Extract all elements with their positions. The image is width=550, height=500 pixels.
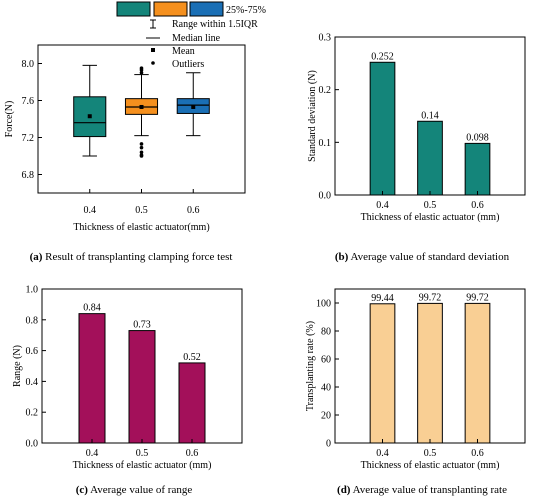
chart-caption: (b) Average value of standard deviation [335,251,510,263]
y-axis-title: Force(N) [4,101,15,138]
caption-letter: (b) [335,251,349,263]
bar [464,302,491,444]
legend-outlier-icon [151,61,155,65]
y-tick-label: 0.8 [26,315,39,326]
bar [417,302,443,444]
legend-box-label: 25%-75% [226,5,266,16]
x-tick-label: 0.6 [471,448,484,459]
x-tick-label: 0.4 [84,205,97,216]
bar-value-label: 99.44 [371,293,394,304]
x-axis-title: Thickness of elastic actuator (mm) [73,460,212,471]
bar-value-label: 99.72 [466,292,489,303]
chart-caption: (d) Average value of transplanting rate [337,484,507,496]
outlier-point [139,150,144,155]
x-axis-title: Thickness of elastic actuator (mm) [361,460,500,471]
outlier-point [139,145,144,150]
bar [128,330,156,444]
caption-text: Average value of standard deviation [348,251,509,263]
bar [78,313,106,444]
bar-value-label: 0.52 [183,352,201,363]
y-tick-label: 0.1 [319,138,332,149]
caption-text: Result of transplanting clamping force t… [42,251,232,263]
bar [464,142,491,196]
x-tick-label: 0.4 [376,448,389,459]
y-axis-title: Range (N) [12,345,23,387]
y-tick-label: 7.2 [22,133,35,144]
legend: 25%-75% Range within 1.5IQR Median line Mea… [116,1,266,70]
caption-letter: (c) [76,484,89,496]
chart-caption: (c) Average value of range [76,484,193,496]
chart-b-standard-deviation: 0.0 0.1 0.2 0.3 0.252 0.4 0.14 0.5 0.098 0.6Thick… [307,33,526,263]
bar-value-label: 0.098 [466,132,489,143]
legend-outlier-label: Outliers [172,59,204,70]
y-tick-label: 80 [321,327,331,338]
y-tick-label: 0.4 [26,377,39,388]
outlier-point [139,154,144,158]
bar-value-label: 0.14 [421,110,439,121]
y-tick-label: 100 [316,299,331,310]
chart-caption: (a) Result of transplanting clamping for… [30,251,233,263]
y-tick-label: 0.2 [26,408,39,419]
x-axis-title: Thickness of elastic actuator (mm) [361,212,500,223]
caption-letter: (a) [30,251,43,263]
x-axis-title: Thickness of elastic actuator(mm) [73,222,209,233]
outlier-point [139,70,144,75]
bar [417,120,443,196]
x-tick-label: 0.4 [376,200,389,211]
chart-a-clamping-force-boxplot: 6.8 7.2 7.6 8.0 0.4 0.5 0.6 Thickness of elasti… [4,1,266,263]
caption-letter: (d) [337,484,351,496]
bar [178,362,206,444]
bar-value-label: 0.84 [83,303,101,314]
mean-marker [87,114,92,119]
x-tick-label: 0.5 [136,448,149,459]
y-tick-label: 0.6 [26,346,39,357]
y-tick-label: 0 [326,439,331,450]
y-tick-label: 20 [321,411,331,422]
iqr-box [73,96,107,138]
y-tick-label: 0.0 [26,439,39,450]
mean-marker [191,104,196,109]
bar-value-label: 0.73 [133,320,151,331]
caption-text: Average value of transplanting rate [350,484,507,496]
legend-mean-icon [151,48,155,52]
mean-marker [139,104,144,109]
y-tick-label: 1.0 [26,285,39,296]
x-tick-label: 0.5 [424,448,437,459]
y-axis-title: Standard deviation (N) [307,70,318,162]
y-tick-label: 60 [321,355,331,366]
y-tick-label: 40 [321,383,331,394]
y-tick-label: 6.8 [22,170,35,181]
y-tick-label: 0.0 [319,191,332,202]
outlier-point [139,142,144,146]
legend-swatch [153,1,188,17]
bar-value-label: 99.72 [419,292,442,303]
legend-median-label: Median line [172,33,221,44]
y-tick-label: 7.6 [22,96,35,107]
bar-value-label: 0.252 [371,51,394,62]
bar [369,303,396,444]
x-tick-label: 0.5 [424,200,437,211]
bar [369,61,396,196]
chart-d-transplanting-rate: 0 20 40 60 80 100 99.44 0.4 99.72 0.5 99.72 0.6Thic… [305,288,526,496]
caption-text: Average value of range [88,484,192,496]
legend-swatch [189,1,224,17]
x-tick-label: 0.6 [186,448,199,459]
y-axis-title: Transplanting rate (%) [305,321,316,411]
y-tick-label: 0.2 [319,85,332,96]
x-tick-label: 0.6 [187,205,200,216]
legend-mean-label: Mean [172,46,195,57]
chart-c-range: 0.00.20.40.60.81.00.840.40.730.50.520.6T… [12,285,243,496]
x-tick-label: 0.6 [471,200,484,211]
x-tick-label: 0.5 [135,205,148,216]
x-tick-label: 0.4 [86,448,99,459]
y-tick-label: 8.0 [22,59,35,70]
outlier-point [139,66,144,70]
legend-whisker-label: Range within 1.5IQR [172,19,258,30]
y-tick-label: 0.3 [319,33,332,44]
legend-swatch [116,1,151,17]
